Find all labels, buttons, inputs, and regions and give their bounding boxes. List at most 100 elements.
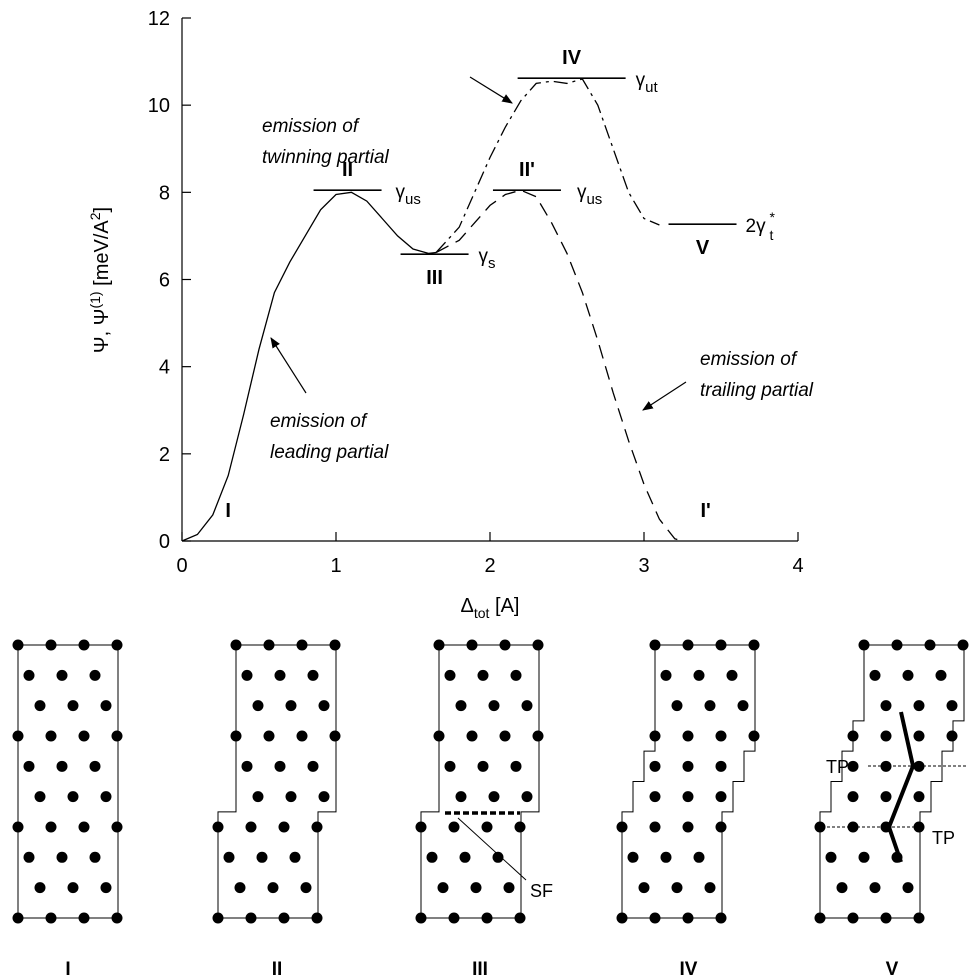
y-tick-label: 8 [159,182,170,204]
gamma-label: γus [396,182,421,208]
atom [426,851,438,863]
lattice-panel [12,639,123,924]
atom [682,760,694,772]
x-tick-label: 2 [484,555,495,577]
crystal-outline [217,644,337,919]
atom [682,639,694,651]
atom [278,821,290,833]
lattice-panel [814,639,969,924]
atom [682,791,694,803]
point-label: I' [700,500,710,522]
atom [89,851,101,863]
atom [230,639,242,651]
gamma-label: γs [479,246,496,272]
atom [715,821,727,833]
panel-label: V [886,959,899,980]
atom [437,882,449,894]
atom [45,821,57,833]
atom [748,730,760,742]
atom [245,821,257,833]
atom [433,730,445,742]
atom [67,700,79,712]
atom [671,700,683,712]
y-tick-label: 10 [148,95,170,117]
curve [435,78,660,253]
atom [263,639,275,651]
atom [693,669,705,681]
atom [682,821,694,833]
atom [111,912,123,924]
crystal-outline [420,644,540,919]
atom [455,791,467,803]
panel-label: II [272,959,283,980]
annotation: emission of [700,349,798,370]
atom [252,700,264,712]
atom [111,821,123,833]
atom [234,882,246,894]
atom [285,700,297,712]
gamma-sub: t [770,227,774,243]
atom [318,791,330,803]
atom [682,912,694,924]
twin-boundary [886,711,916,863]
atom [466,639,478,651]
atom [481,912,493,924]
atom [891,639,903,651]
atom [682,730,694,742]
atom [488,700,500,712]
gamma-sup: * [770,209,776,225]
gamma-sub: us [405,191,421,208]
level-label: III [426,267,443,289]
gamma-label: γus [577,182,602,208]
atom [329,639,341,651]
atom [880,700,892,712]
atom [902,669,914,681]
atom [510,669,522,681]
x-tick-label: 4 [792,555,803,577]
label-part: Ψ, Ψ [91,309,113,354]
panel-label: IV [680,959,698,980]
atom [274,760,286,772]
gamma-sub: ut [645,79,658,96]
atom [241,760,253,772]
y-tick-label: 4 [159,357,170,379]
atom [481,821,493,833]
atom [307,760,319,772]
arrows [270,76,687,411]
atom [858,851,870,863]
atom [34,791,46,803]
panel-label: I [65,959,70,980]
y-tick-label: 12 [148,8,170,30]
curve [181,191,437,542]
atom [300,882,312,894]
atom [649,791,661,803]
level-label: V [696,237,710,259]
atom [492,851,504,863]
gamma-sub: us [586,191,602,208]
atom [241,669,253,681]
atom [704,700,716,712]
atom [880,912,892,924]
atom [477,760,489,772]
atom [415,821,427,833]
atom [245,912,257,924]
atom [649,912,661,924]
atom [814,821,826,833]
crystal-outline [621,644,756,919]
atom [847,791,859,803]
atom [230,730,242,742]
x-tick-label: 0 [176,555,187,577]
atom [318,700,330,712]
atom [263,730,275,742]
atom [737,700,749,712]
atom [510,760,522,772]
gamma: 2γ [746,216,767,237]
atom [521,791,533,803]
atom [111,639,123,651]
atom [660,669,672,681]
annotation: leading partial [270,442,389,463]
atom [274,669,286,681]
atom [627,851,639,863]
label-part: [A] [489,595,519,617]
atom [448,821,460,833]
